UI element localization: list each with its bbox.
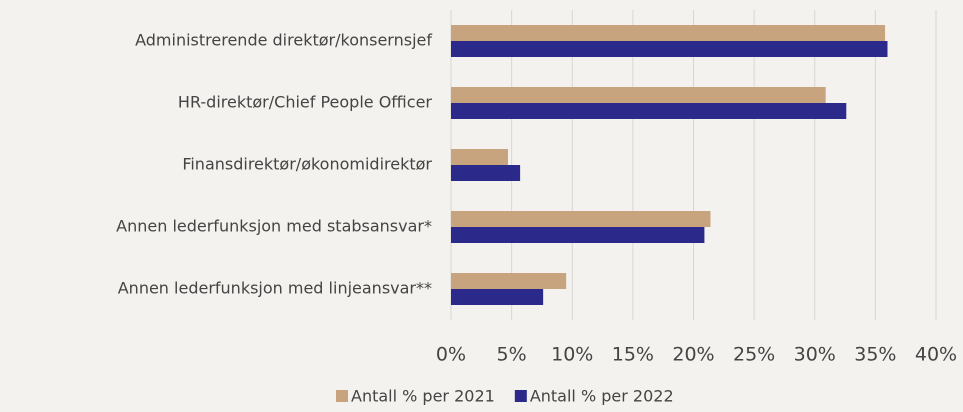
y-tick-label: HR-direktør/Chief People Officer	[178, 93, 433, 112]
y-tick-label: Administrerende direktør/konsernsjef	[135, 31, 432, 50]
x-tick-label: 30%	[794, 344, 836, 366]
bar	[451, 273, 567, 289]
bar	[451, 289, 544, 305]
legend-label: Antall % per 2021	[351, 387, 495, 406]
x-tick-label: 25%	[733, 344, 775, 366]
y-tick-label: Annen lederfunksjon med linjeansvar**	[118, 279, 432, 298]
legend-swatch	[336, 390, 348, 402]
bar	[451, 165, 521, 181]
legend-label: Antall % per 2022	[530, 387, 674, 406]
x-tick-label: 20%	[672, 344, 714, 366]
x-tick-label: 0%	[436, 344, 466, 366]
x-tick-label: 15%	[612, 344, 654, 366]
y-tick-label: Finansdirektør/økonomidirektør	[182, 155, 432, 174]
bar	[451, 211, 711, 227]
bar	[451, 227, 705, 243]
x-tick-label: 10%	[551, 344, 593, 366]
x-tick-label: 40%	[915, 344, 957, 366]
bar	[451, 25, 886, 41]
bar	[451, 149, 508, 165]
bar	[451, 87, 826, 103]
bar	[451, 103, 847, 119]
x-tick-label: 5%	[497, 344, 527, 366]
x-tick-label: 35%	[854, 344, 896, 366]
bar	[451, 41, 888, 57]
legend-swatch	[514, 390, 527, 402]
y-tick-label: Annen lederfunksjon med stabsansvar*	[116, 217, 432, 236]
